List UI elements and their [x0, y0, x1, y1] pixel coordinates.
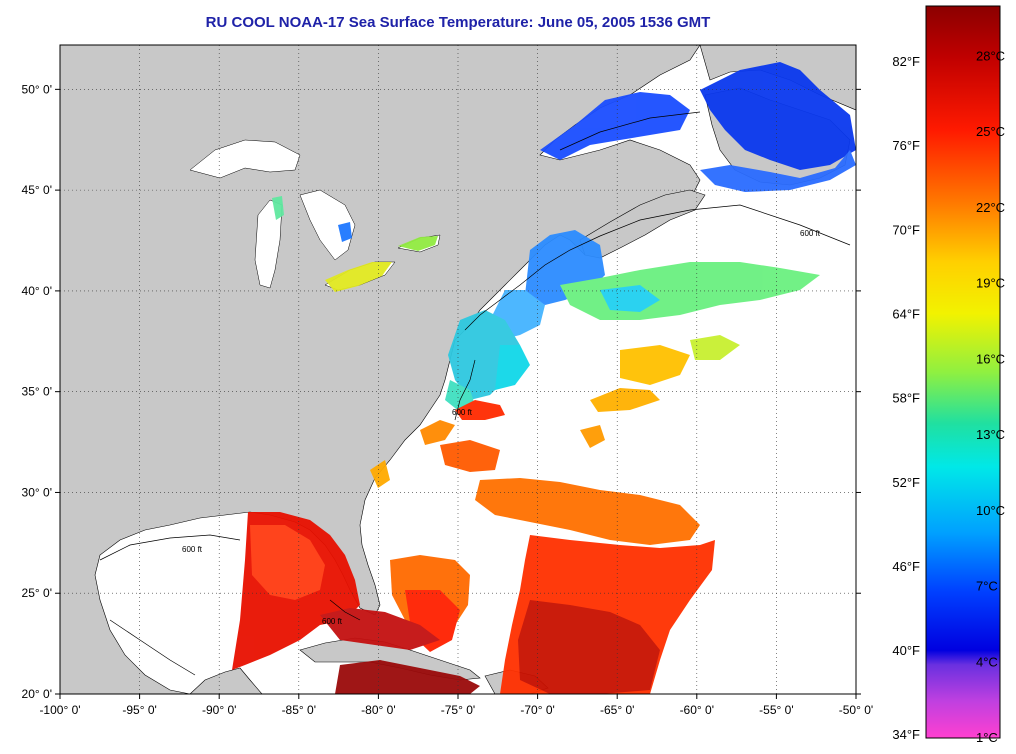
colorbar-fahrenheit-label: 64°F: [892, 307, 920, 322]
map-layers: 600 ft 600 ft 600 ft 600 ft: [60, 45, 856, 694]
lake-huron: [299, 189, 356, 261]
lat-tick-label: 40° 0': [22, 284, 52, 298]
colorbar-celsius-label: 7°C: [976, 579, 998, 594]
colorbar-fahrenheit-label: 58°F: [892, 391, 920, 406]
contour-label-hatteras: 600 ft: [452, 408, 473, 417]
lat-tick-label: 25° 0': [22, 586, 52, 600]
colorbar-fahrenheit-label: 46°F: [892, 559, 920, 574]
lon-tick-label: -55° 0': [759, 703, 793, 717]
lon-tick-label: -75° 0': [441, 703, 475, 717]
colorbar-labels: 28°C 25°C 22°C 19°C 16°C 13°C 10°C 7°C 4°C 1°C 82°…: [892, 48, 1005, 745]
colorbar-celsius-label: 10°C: [976, 503, 1005, 518]
lon-tick-label: -70° 0': [520, 703, 554, 717]
map-title: RU COOL NOAA-17 Sea Surface Temperature:…: [205, 14, 711, 31]
lon-tick-label: -85° 0': [282, 703, 316, 717]
lon-tick-label: -90° 0': [202, 703, 236, 717]
lon-tick-label: -80° 0': [361, 703, 395, 717]
colorbar-celsius-label: 1°C: [976, 730, 998, 745]
axis-ticks: -100° 0' -95° 0' -90° 0' -85° 0' -80° 0' -75°…: [22, 82, 874, 717]
colorbar-fahrenheit-label: 34°F: [892, 727, 920, 742]
colorbar-fahrenheit-label: 70°F: [892, 222, 920, 237]
colorbar-fahrenheit-label: 82°F: [892, 54, 920, 69]
lon-tick-label: -95° 0': [122, 703, 156, 717]
lat-tick-label: 20° 0': [22, 687, 52, 701]
lat-tick-label: 35° 0': [22, 385, 52, 399]
colorbar-celsius-label: 25°C: [976, 124, 1005, 139]
colorbar: [925, 5, 1001, 739]
lon-tick-label: -60° 0': [680, 703, 714, 717]
colorbar-celsius-label: 28°C: [976, 48, 1005, 63]
lon-tick-label: -50° 0': [839, 703, 873, 717]
gridlines: [60, 45, 856, 694]
contour-label-florida-keys: 600 ft: [322, 617, 343, 626]
lon-tick-label: -100° 0': [39, 703, 80, 717]
lon-tick-label: -65° 0': [600, 703, 634, 717]
sst-data-overlay: [232, 62, 856, 694]
colorbar-celsius-label: 19°C: [976, 276, 1005, 291]
colorbar-fahrenheit-label: 76°F: [892, 138, 920, 153]
colorbar-fahrenheit-label: 40°F: [892, 643, 920, 658]
lat-tick-label: 45° 0': [22, 183, 52, 197]
isobath-contours: [99, 111, 851, 676]
colorbar-fahrenheit-label: 52°F: [892, 475, 920, 490]
lat-tick-label: 50° 0': [22, 82, 52, 96]
north-america-land: [60, 45, 701, 694]
colorbar-celsius-label: 4°C: [976, 654, 998, 669]
yucatan-land: [189, 667, 263, 694]
lake-superior: [189, 139, 301, 179]
contour-label-grand-banks: 600 ft: [800, 229, 821, 238]
lat-tick-label: 30° 0': [22, 485, 52, 499]
colorbar-celsius-label: 22°C: [976, 200, 1005, 215]
colorbar-celsius-label: 16°C: [976, 351, 1005, 366]
colorbar-celsius-label: 13°C: [976, 427, 1005, 442]
contour-label-gulf: 600 ft: [182, 545, 203, 554]
